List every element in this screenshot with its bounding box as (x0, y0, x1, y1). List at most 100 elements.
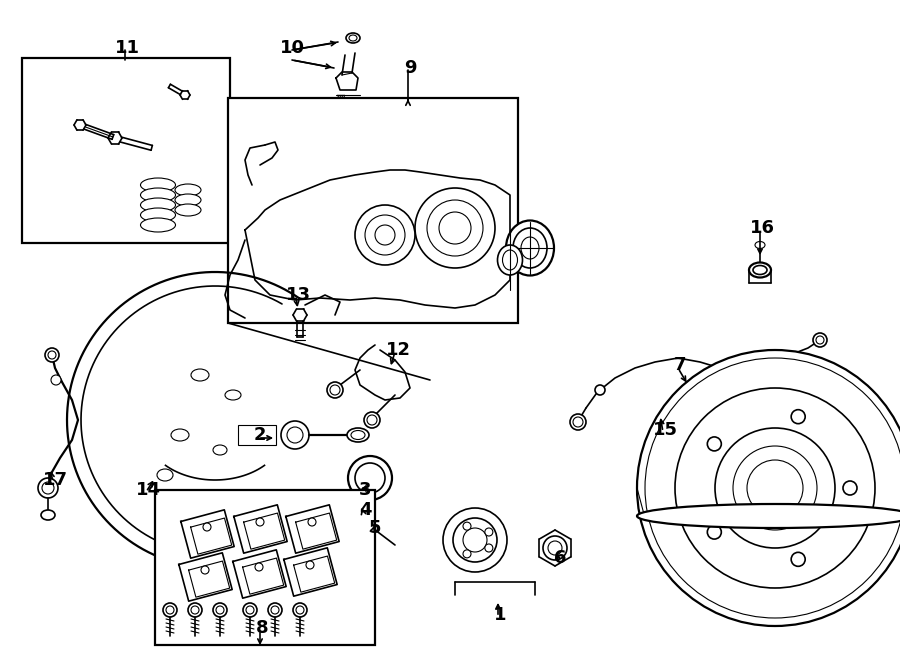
Circle shape (293, 603, 307, 617)
Text: 3: 3 (359, 481, 371, 499)
Ellipse shape (749, 262, 771, 278)
Text: 1: 1 (494, 606, 506, 624)
Circle shape (38, 478, 58, 498)
Circle shape (813, 333, 827, 347)
Ellipse shape (637, 504, 900, 528)
Ellipse shape (175, 194, 201, 206)
Circle shape (485, 528, 493, 536)
Circle shape (348, 456, 392, 500)
Circle shape (243, 603, 257, 617)
Circle shape (843, 481, 857, 495)
Circle shape (271, 606, 279, 614)
Circle shape (427, 200, 483, 256)
Ellipse shape (191, 369, 209, 381)
Circle shape (188, 603, 202, 617)
Circle shape (816, 336, 824, 344)
Text: 4: 4 (359, 501, 371, 519)
Text: 12: 12 (385, 341, 410, 359)
Circle shape (595, 385, 605, 395)
Circle shape (463, 550, 471, 558)
Bar (228, 98, 518, 323)
Circle shape (351, 498, 365, 512)
Circle shape (296, 606, 304, 614)
Ellipse shape (753, 266, 767, 274)
Ellipse shape (225, 390, 241, 400)
Ellipse shape (140, 178, 176, 192)
Circle shape (287, 427, 303, 443)
Ellipse shape (349, 35, 357, 41)
Ellipse shape (755, 241, 765, 249)
Circle shape (166, 606, 174, 614)
Text: 2: 2 (254, 426, 266, 444)
Ellipse shape (175, 204, 201, 216)
Text: 8: 8 (256, 619, 268, 637)
Circle shape (415, 188, 495, 268)
Ellipse shape (644, 505, 900, 527)
Text: 17: 17 (42, 471, 68, 489)
Ellipse shape (208, 514, 242, 527)
Circle shape (213, 603, 227, 617)
Bar (238, 425, 276, 445)
Bar (155, 490, 375, 645)
Circle shape (355, 463, 385, 493)
Circle shape (791, 410, 806, 424)
Circle shape (45, 348, 59, 362)
Ellipse shape (41, 510, 55, 520)
Text: 11: 11 (114, 39, 140, 57)
Text: 16: 16 (750, 219, 775, 237)
Ellipse shape (175, 184, 201, 196)
Ellipse shape (506, 221, 554, 276)
Circle shape (733, 446, 817, 530)
Circle shape (443, 508, 507, 572)
Ellipse shape (347, 428, 369, 442)
Circle shape (308, 518, 316, 526)
Ellipse shape (354, 512, 366, 524)
Ellipse shape (502, 250, 518, 270)
Text: 13: 13 (285, 286, 310, 304)
Circle shape (364, 412, 380, 428)
Circle shape (306, 561, 314, 569)
Circle shape (707, 437, 721, 451)
Circle shape (675, 388, 875, 588)
Circle shape (255, 563, 263, 571)
Circle shape (747, 460, 803, 516)
Ellipse shape (140, 218, 176, 232)
Circle shape (463, 528, 487, 552)
Circle shape (191, 606, 199, 614)
Ellipse shape (140, 188, 176, 202)
Circle shape (268, 603, 282, 617)
Ellipse shape (140, 208, 176, 222)
Ellipse shape (498, 245, 523, 275)
Circle shape (203, 523, 211, 531)
Ellipse shape (157, 469, 173, 481)
Circle shape (485, 544, 493, 552)
Circle shape (216, 606, 224, 614)
Bar (22, 58, 230, 243)
Ellipse shape (213, 445, 227, 455)
Circle shape (375, 225, 395, 245)
Circle shape (346, 493, 370, 517)
Circle shape (573, 417, 583, 427)
Text: 10: 10 (280, 39, 304, 57)
Text: 9: 9 (404, 59, 416, 77)
Circle shape (355, 205, 415, 265)
Circle shape (330, 385, 340, 395)
Circle shape (48, 351, 56, 359)
Circle shape (51, 375, 61, 385)
Ellipse shape (346, 33, 360, 43)
Circle shape (367, 415, 377, 425)
Circle shape (637, 350, 900, 626)
Text: 7: 7 (674, 356, 686, 374)
Text: 6: 6 (554, 549, 566, 567)
Circle shape (281, 421, 309, 449)
Circle shape (327, 382, 343, 398)
Circle shape (453, 518, 497, 562)
Circle shape (439, 212, 471, 244)
Text: 14: 14 (136, 481, 160, 499)
Circle shape (548, 541, 562, 555)
Text: 15: 15 (652, 421, 678, 439)
Circle shape (543, 536, 567, 560)
Circle shape (645, 358, 900, 618)
Ellipse shape (521, 237, 539, 259)
Ellipse shape (513, 228, 547, 268)
